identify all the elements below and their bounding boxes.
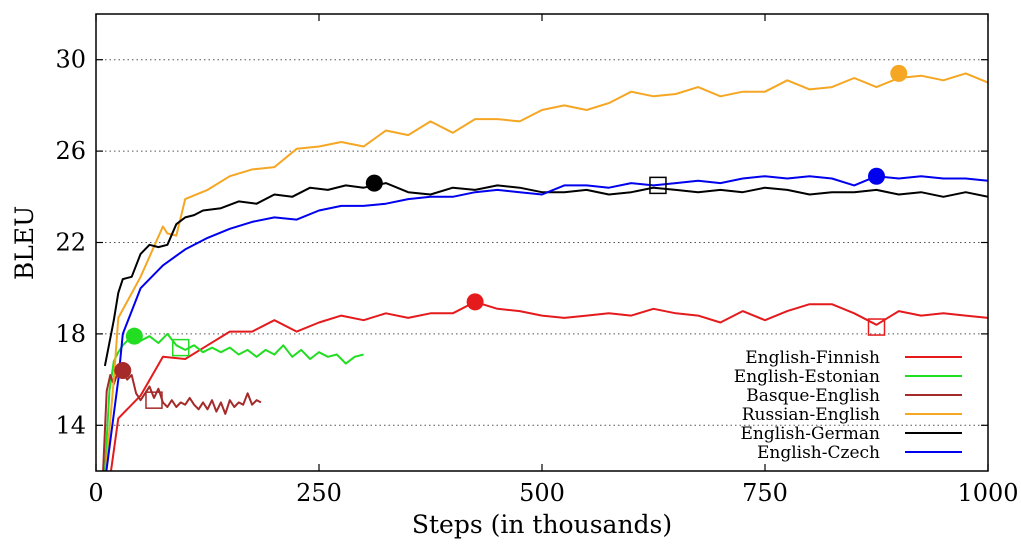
y-tick-label: 14: [55, 411, 86, 439]
best-point-marker-russian-english: [890, 64, 908, 82]
legend-label-english-estonian: English-Estonian: [734, 367, 880, 387]
series-line-basque-english: [102, 369, 262, 471]
best-point-marker-english-finnish: [466, 293, 484, 311]
best-point-marker-basque-english: [114, 361, 132, 379]
square-marker-english-finnish: [867, 318, 886, 336]
legend-label-english-czech: English-Czech: [757, 443, 880, 463]
best-point-marker-english-czech: [868, 167, 885, 185]
legend-label-basque-english: Basque-English: [746, 386, 880, 406]
y-tick-label: 18: [55, 320, 86, 348]
series-line-english-czech: [105, 175, 988, 471]
legend-label-russian-english: Russian-English: [742, 405, 880, 425]
y-axis-label: BLEU: [10, 206, 39, 280]
square-marker-basque-english: [145, 391, 163, 409]
legend-label-english-german: English-German: [740, 424, 880, 444]
legend-label-english-finnish: English-Finnish: [745, 348, 880, 368]
x-tick-label: 1000: [957, 479, 1018, 507]
square-marker-english-estonian: [171, 338, 190, 357]
x-tick-label: 500: [519, 479, 565, 507]
series-line-russian-english: [104, 72, 988, 471]
markers-group: [114, 64, 908, 409]
axis-ticks: 14 18 22 26 30 0 250 500 750 1000: [55, 14, 1019, 507]
series-line-english-estonian: [103, 332, 364, 471]
y-tick-label: 26: [55, 137, 86, 165]
y-tick-label: 30: [55, 46, 86, 74]
best-point-marker-english-german: [365, 174, 383, 192]
x-tick-label: 0: [88, 479, 103, 507]
series-line-english-german: [103, 182, 988, 367]
x-tick-label: 750: [742, 479, 788, 507]
y-tick-label: 22: [55, 229, 86, 257]
legend: English-FinnishEnglish-EstonianBasque-En…: [734, 348, 962, 463]
square-marker-english-german: [649, 176, 667, 195]
x-axis-label: Steps (in thousands): [412, 510, 672, 539]
best-point-marker-english-estonian: [125, 327, 143, 345]
gridlines: [96, 59, 988, 426]
x-tick-label: 250: [296, 479, 342, 507]
series-line-english-finnish: [109, 300, 988, 471]
